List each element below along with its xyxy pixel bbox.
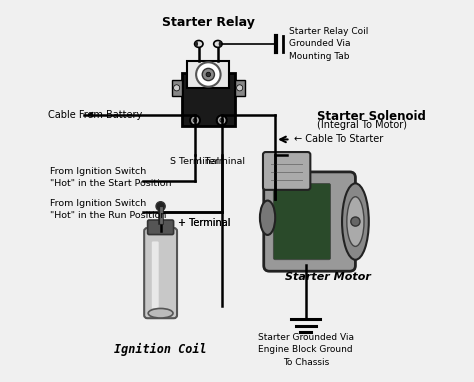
- FancyBboxPatch shape: [273, 183, 330, 260]
- Text: + Terminal: + Terminal: [178, 219, 230, 228]
- Text: Starter Grounded Via
Engine Block Ground
To Chassis: Starter Grounded Via Engine Block Ground…: [258, 332, 354, 367]
- Text: + Terminal: + Terminal: [178, 219, 230, 228]
- Ellipse shape: [195, 40, 203, 47]
- Circle shape: [220, 118, 224, 122]
- Ellipse shape: [195, 41, 198, 47]
- FancyBboxPatch shape: [144, 228, 177, 318]
- Ellipse shape: [219, 41, 222, 47]
- Text: From Ignition Switch
"Hot" in the Run Position: From Ignition Switch "Hot" in the Run Po…: [50, 199, 166, 220]
- Circle shape: [202, 68, 214, 81]
- Ellipse shape: [260, 201, 275, 235]
- Text: Ignition Coil: Ignition Coil: [114, 343, 207, 356]
- Circle shape: [156, 202, 165, 211]
- Circle shape: [173, 85, 180, 91]
- FancyBboxPatch shape: [235, 80, 245, 96]
- Text: S Terminal: S Terminal: [170, 157, 219, 166]
- Circle shape: [206, 72, 210, 77]
- Ellipse shape: [342, 183, 369, 260]
- FancyBboxPatch shape: [172, 80, 182, 96]
- Text: (Integral To Motor): (Integral To Motor): [317, 120, 407, 130]
- FancyBboxPatch shape: [263, 152, 310, 190]
- Text: I Terminal: I Terminal: [199, 157, 245, 166]
- Circle shape: [190, 115, 200, 125]
- Circle shape: [217, 115, 227, 125]
- Text: ← Cable To Starter: ← Cable To Starter: [293, 134, 383, 144]
- FancyBboxPatch shape: [264, 172, 356, 271]
- Text: Starter Relay: Starter Relay: [162, 16, 255, 29]
- Text: Starter Motor: Starter Motor: [285, 272, 371, 282]
- FancyBboxPatch shape: [152, 241, 159, 309]
- Text: Starter Solenoid: Starter Solenoid: [317, 110, 426, 123]
- Text: From Ignition Switch
"Hot" in the Start Position: From Ignition Switch "Hot" in the Start …: [50, 167, 171, 188]
- Ellipse shape: [148, 309, 173, 318]
- FancyBboxPatch shape: [187, 61, 229, 88]
- Circle shape: [237, 85, 243, 91]
- FancyBboxPatch shape: [182, 73, 235, 126]
- Circle shape: [351, 217, 360, 226]
- Text: Starter Relay Coil
Grounded Via
Mounting Tab: Starter Relay Coil Grounded Via Mounting…: [289, 27, 368, 61]
- Circle shape: [193, 118, 197, 122]
- FancyBboxPatch shape: [147, 220, 173, 235]
- Circle shape: [196, 62, 220, 87]
- Ellipse shape: [347, 197, 364, 246]
- Ellipse shape: [214, 40, 222, 47]
- Text: Cable From Battery: Cable From Battery: [48, 110, 142, 120]
